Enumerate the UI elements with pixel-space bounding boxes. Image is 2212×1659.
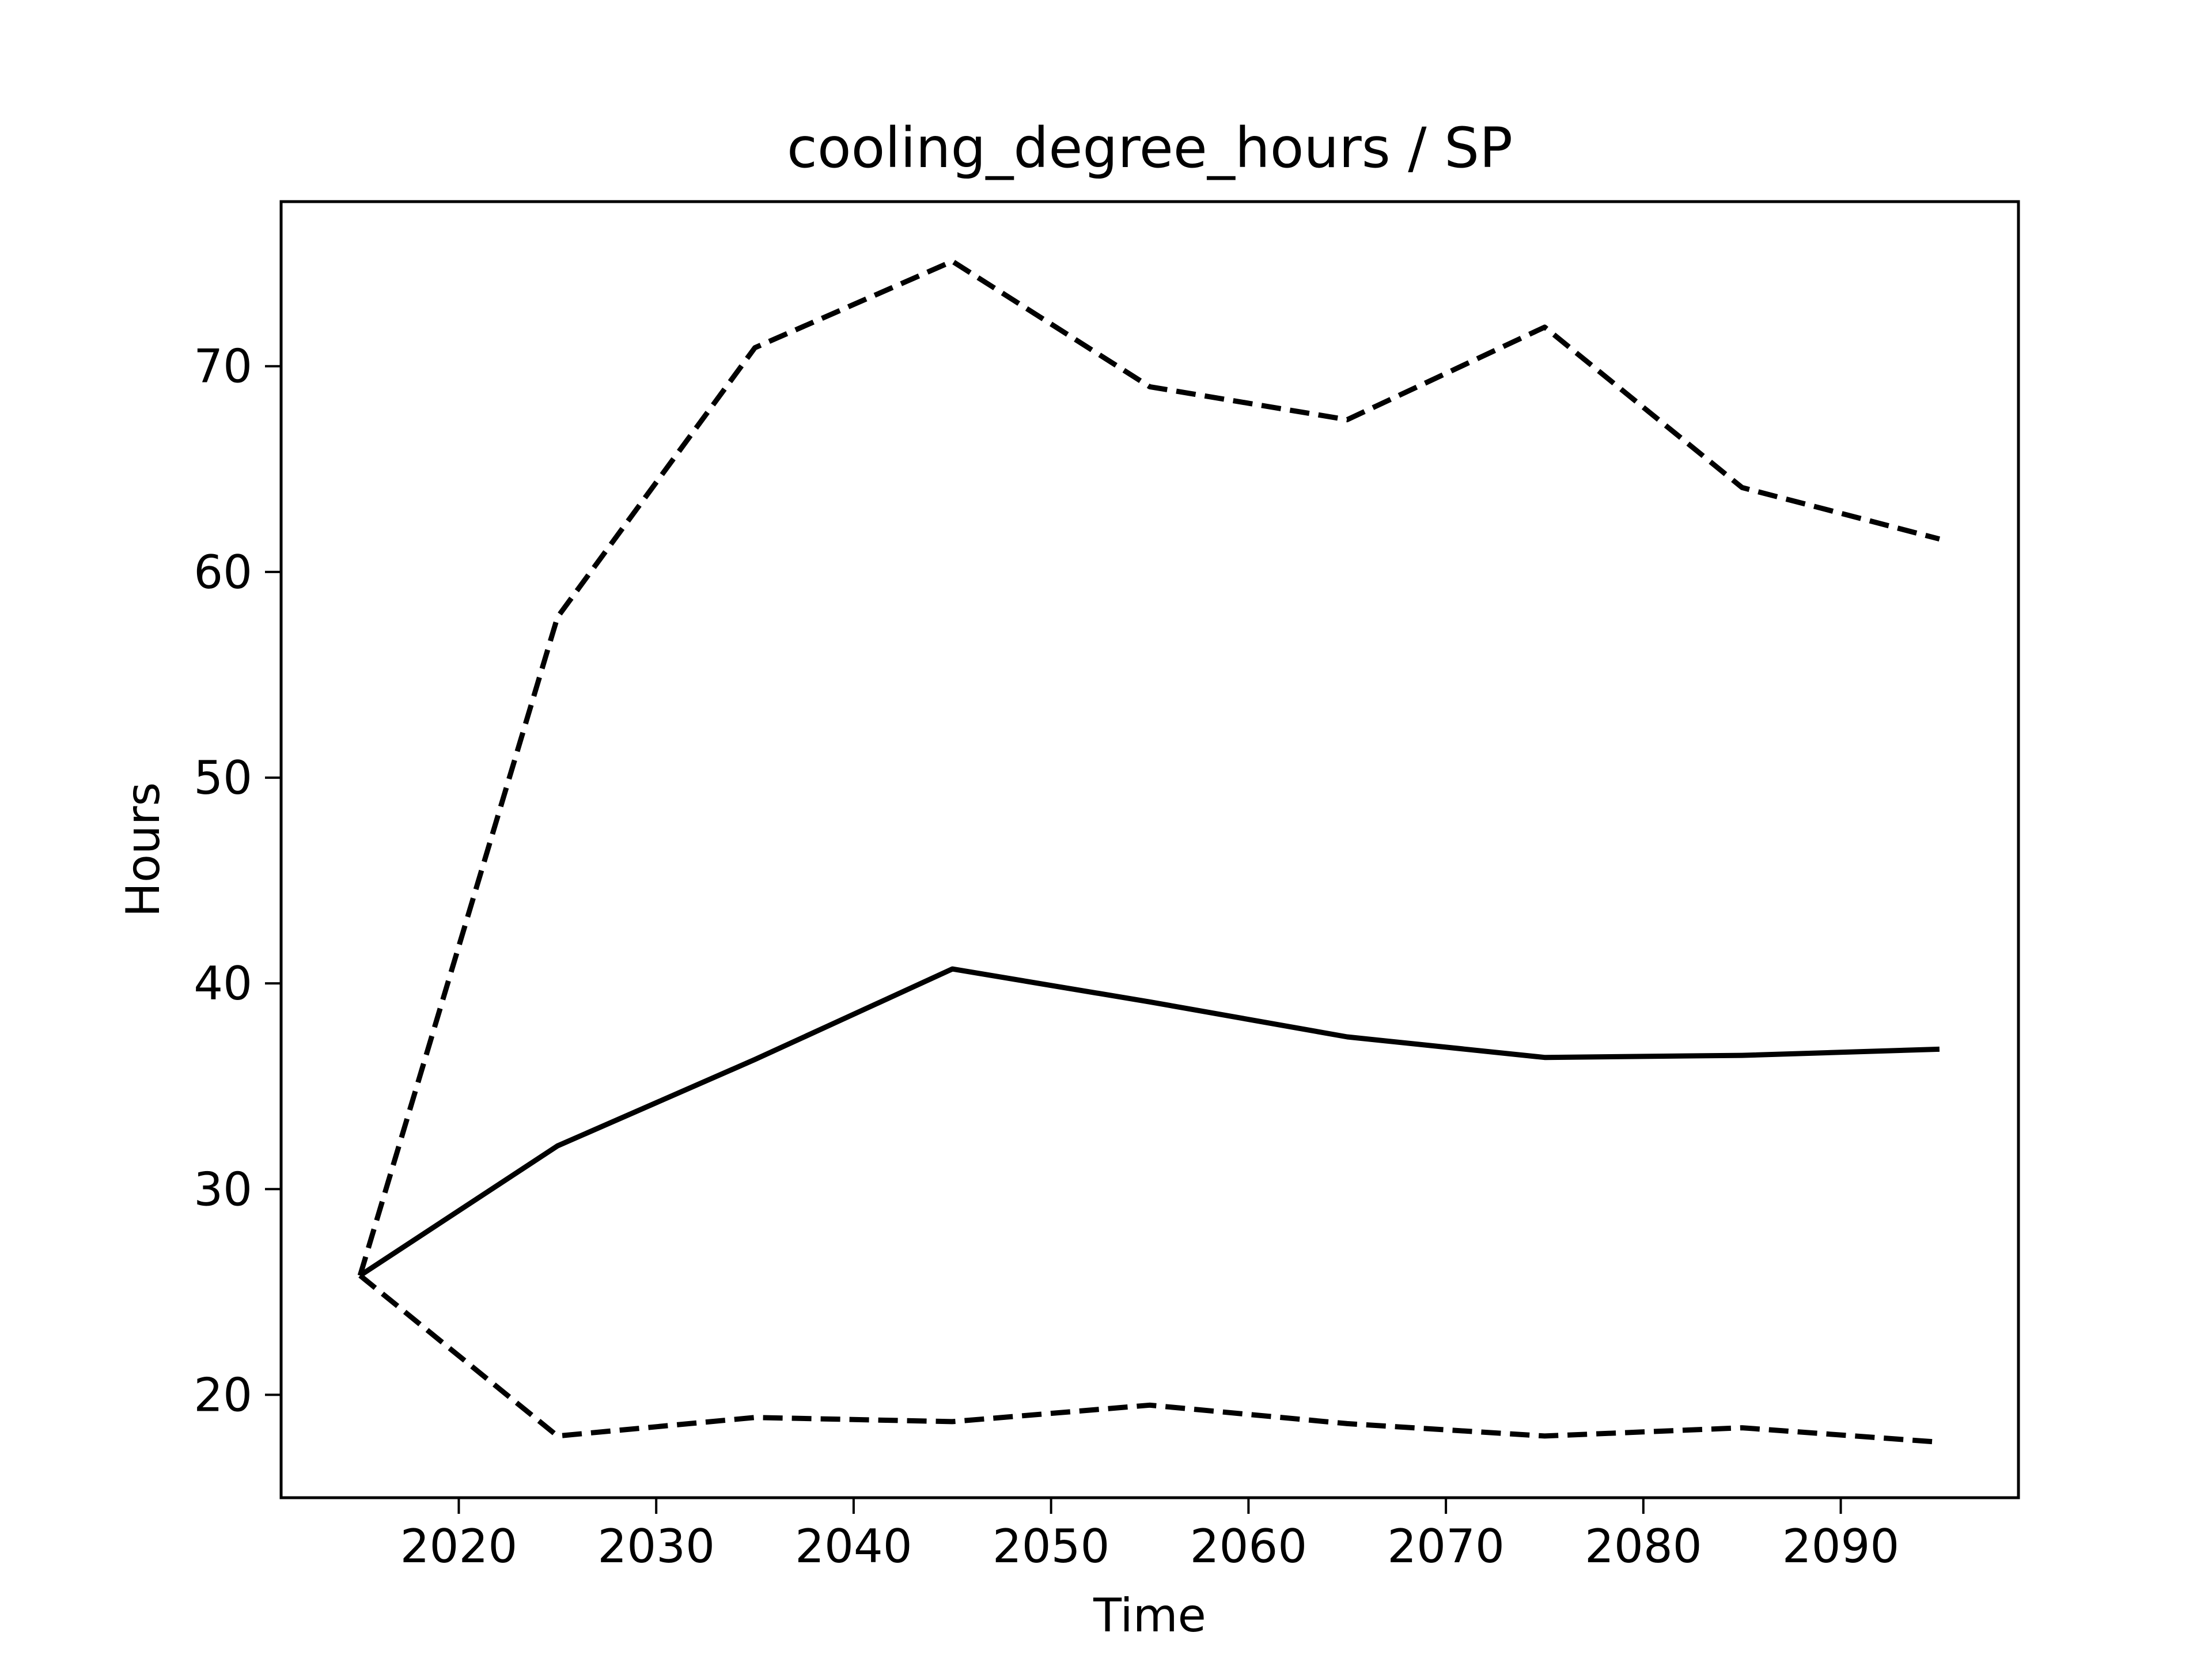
x-axis: 2020 2030 2040 2050 2060 2070 2080 2090 <box>400 1498 1900 1573</box>
x-tick-label: 2030 <box>597 1520 715 1573</box>
y-axis: 20 30 40 50 60 70 <box>194 340 281 1422</box>
x-tick-label: 2060 <box>1190 1520 1308 1573</box>
series-line-2-dashed <box>357 259 1941 1277</box>
chart-title: cooling_degree_hours / SP <box>787 116 1513 180</box>
x-tick-label: 2020 <box>400 1520 518 1573</box>
y-tick-label: 30 <box>194 1162 252 1216</box>
y-tick-label: 70 <box>194 340 252 393</box>
series-layer <box>357 259 1941 1445</box>
y-tick-label: 50 <box>194 751 252 805</box>
series-line-1-solid <box>358 966 1940 1278</box>
y-tick-label: 40 <box>194 957 252 1010</box>
x-tick-label: 2090 <box>1782 1520 1900 1573</box>
series-line-3-dashed <box>358 1273 1940 1445</box>
plot-frame <box>279 200 2020 1499</box>
x-tick-label: 2050 <box>993 1520 1110 1573</box>
x-tick-label: 2040 <box>795 1520 912 1573</box>
x-axis-label: Time <box>1093 1589 1206 1642</box>
y-axis-label: Hours <box>116 782 170 917</box>
y-tick-label: 60 <box>194 546 252 599</box>
x-tick-label: 2080 <box>1585 1520 1702 1573</box>
y-tick-label: 20 <box>194 1368 252 1422</box>
x-tick-label: 2070 <box>1387 1520 1505 1573</box>
